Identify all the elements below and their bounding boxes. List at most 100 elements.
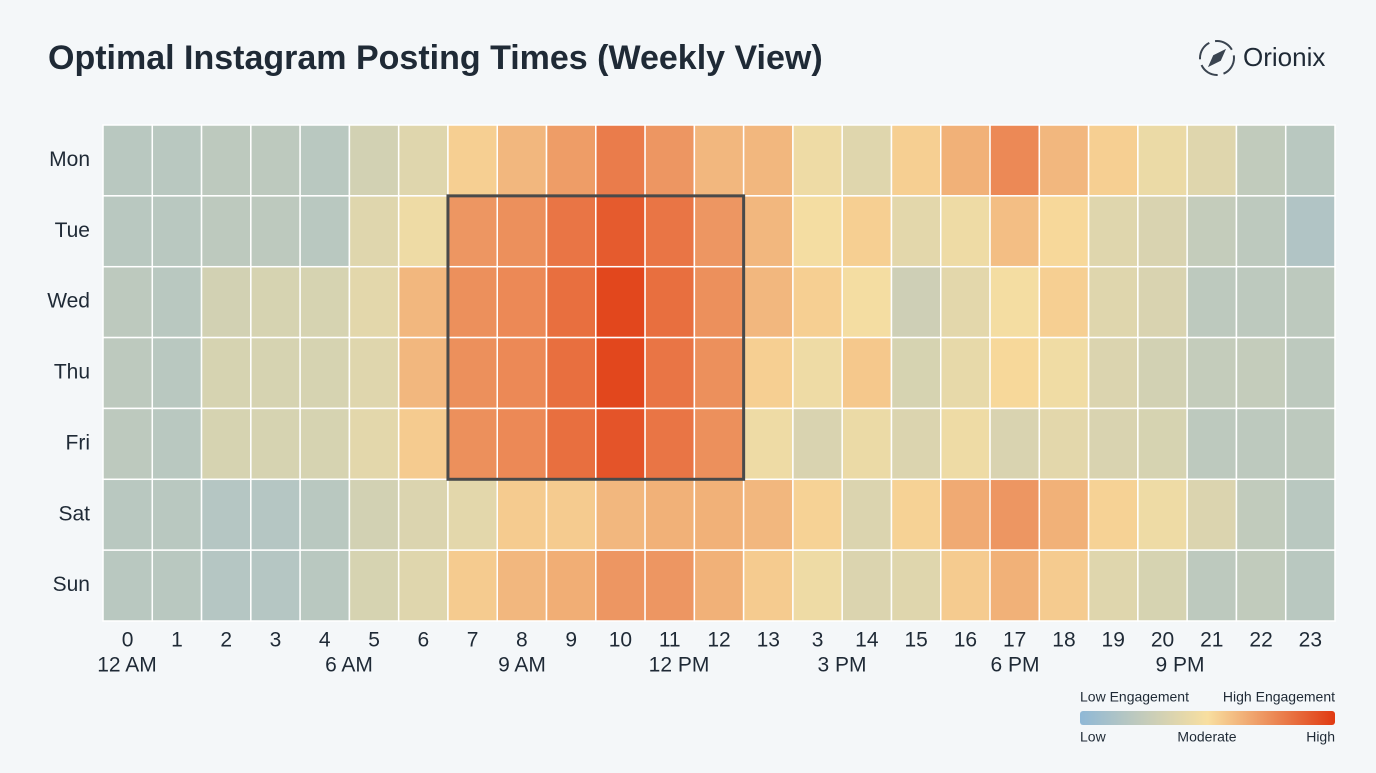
heat-cell [348, 265, 400, 339]
heat-cell [1137, 549, 1188, 622]
heat-cell [397, 124, 449, 197]
heat-cell [299, 265, 351, 339]
heat-cell [299, 195, 351, 268]
heat-cell [595, 478, 646, 551]
heat-cell [1235, 336, 1287, 410]
heat-cell [102, 549, 154, 622]
legend-high-title: High Engagement [1223, 689, 1335, 705]
heat-cell [693, 478, 745, 551]
heat-cell [989, 265, 1041, 339]
heat-cell [250, 407, 301, 481]
brand: Orionix [1243, 42, 1325, 72]
heat-cell [348, 407, 400, 481]
heat-cell [447, 195, 498, 268]
heat-cell [545, 407, 597, 481]
heat-cell [693, 195, 745, 268]
heat-cell [545, 336, 597, 410]
heat-cell [1137, 124, 1188, 197]
x-tick-label: 20 [1151, 629, 1174, 652]
heat-cell [792, 336, 843, 410]
heat-cell [200, 478, 252, 551]
heat-cell [299, 549, 351, 622]
heat-cell [1038, 336, 1090, 410]
heat-cell [250, 336, 301, 410]
heat-cell [1038, 549, 1090, 622]
heat-cell [250, 124, 301, 197]
time-label: 9 PM [1155, 654, 1204, 677]
heat-cell [644, 124, 696, 197]
heat-cell [299, 478, 351, 551]
heat-cell [693, 265, 745, 339]
heat-cell [250, 195, 301, 268]
heat-cell [1284, 195, 1336, 268]
heat-cell [693, 336, 745, 410]
heat-cell [595, 336, 646, 410]
heat-cell [447, 265, 498, 339]
x-tick-label: 5 [368, 629, 380, 652]
highlight-box [446, 194, 746, 481]
heat-cell [644, 195, 696, 268]
heat-cell [397, 195, 449, 268]
x-tick-label: 14 [855, 629, 879, 652]
heat-cell [989, 336, 1041, 410]
heat-cell [447, 407, 498, 481]
heat-cell [595, 195, 646, 268]
heat-cell [1087, 478, 1139, 551]
x-tick-label: 6 [417, 629, 429, 652]
y-tick-label: Wed [47, 290, 90, 313]
heat-cell [299, 124, 351, 197]
heat-cell [397, 336, 449, 410]
heat-cell [545, 549, 597, 622]
heat-cell [890, 549, 942, 622]
x-tick-label: 15 [904, 629, 927, 652]
y-tick-label: Sat [58, 502, 90, 525]
heat-cell [1087, 124, 1139, 197]
y-tick-label: Tue [55, 219, 90, 242]
heat-cell [890, 195, 942, 268]
heat-cell [792, 195, 843, 268]
heat-cell [940, 124, 991, 197]
legend-high: High [1306, 729, 1335, 745]
heat-cell [151, 407, 203, 481]
heat-cell [102, 336, 154, 410]
heat-cell [200, 195, 252, 268]
y-tick-label: Sun [53, 573, 90, 596]
heat-cell [200, 549, 252, 622]
heat-cell [1284, 265, 1336, 339]
heat-cell [348, 124, 400, 197]
heat-cell [1038, 265, 1090, 339]
heat-cell [545, 265, 597, 339]
x-tick-label: 18 [1052, 629, 1075, 652]
heat-cell [940, 478, 991, 551]
heat-cell [595, 407, 646, 481]
heat-cell [397, 478, 449, 551]
x-tick-label: 8 [516, 629, 528, 652]
heat-cell [200, 336, 252, 410]
chart-title: Optimal Instagram Posting Times (Weekly … [48, 39, 823, 77]
heat-cell [693, 124, 745, 197]
heat-cell [841, 407, 893, 481]
x-tick-label: 12 [707, 629, 730, 652]
heat-cell [545, 124, 597, 197]
heat-cell [595, 549, 646, 622]
y-tick-label: Mon [49, 148, 90, 171]
heat-cell [1137, 195, 1188, 268]
heat-cell [200, 265, 252, 339]
heat-cell [1137, 407, 1188, 481]
legend-low-title: Low Engagement [1080, 689, 1189, 705]
heat-cell [841, 549, 893, 622]
heat-cell [1235, 407, 1287, 481]
time-label: 6 AM [325, 654, 373, 677]
heat-cell [1087, 195, 1139, 268]
heat-cell [693, 549, 745, 622]
heat-cell [890, 265, 942, 339]
heat-cell [1186, 407, 1238, 481]
heat-cell [348, 195, 400, 268]
heat-cell [1087, 549, 1139, 622]
heat-cell [989, 478, 1041, 551]
heat-cell [890, 407, 942, 481]
heat-cell [595, 265, 646, 339]
heat-cell [1186, 336, 1238, 410]
x-tick-label: 11 [659, 629, 681, 652]
heat-cell [644, 478, 696, 551]
